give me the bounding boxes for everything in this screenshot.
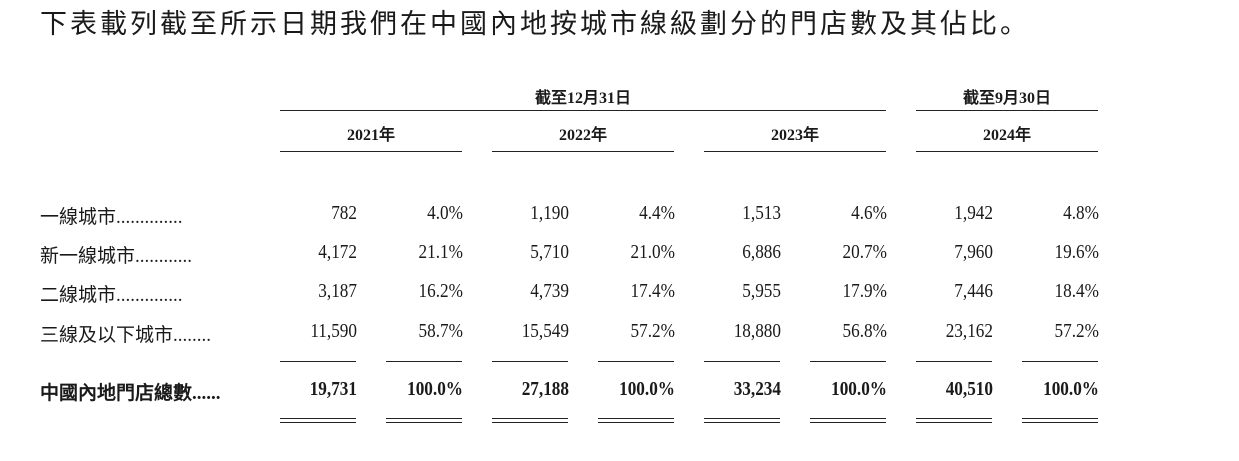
table-cell: 17.9% [842,280,887,302]
total-cell: 100.0% [831,378,887,400]
header-year-2024: 2024年 [982,127,1031,144]
subtotal-rule [598,361,674,362]
subtotal-rule [810,361,886,362]
table-cell: 56.8% [842,320,887,342]
total-cell: 27,188 [521,378,569,400]
header-year-2022: 2022年 [558,127,607,144]
header-year-2021-rule [280,151,462,152]
intro-text: 下表載列截至所示日期我們在中國內地按城市線級劃分的門店數及其佔比。 [40,9,1030,40]
table-cell: 5,955 [742,280,781,302]
table-cell: 4,172 [318,241,357,263]
header-group-december-rule [280,110,886,111]
table-cell: 21.1% [418,241,463,263]
total-double-rule [704,418,780,423]
table-cell: 21.0% [630,241,675,263]
table-cell: 57.2% [630,320,675,342]
total-double-rule [598,418,674,423]
row-label: 三線及以下城市........ [40,325,212,346]
header-year-2022-rule [492,151,674,152]
header-group-september-rule [916,110,1098,111]
table-cell: 17.4% [630,280,675,302]
header-group-september: 截至9月30日 [962,90,1051,107]
total-cell: 19,731 [309,378,357,400]
table-cell: 18,880 [733,320,781,342]
total-cell: 40,510 [945,378,993,400]
total-cell: 100.0% [407,378,463,400]
row-label: 一線城市.............. [40,207,183,228]
subtotal-rule [704,361,780,362]
table-cell: 4.4% [639,202,675,224]
total-row-label: 中國內地門店總數...... [40,383,221,404]
table-cell: 20.7% [842,241,887,263]
header-year-2023-rule [704,151,886,152]
table-cell: 5,710 [530,241,569,263]
subtotal-rule [492,361,568,362]
total-double-rule [810,418,886,423]
total-cell: 100.0% [1043,378,1099,400]
row-label: 二線城市.............. [40,285,183,306]
table-cell: 58.7% [418,320,463,342]
header-year-2024-rule [916,151,1098,152]
subtotal-rule [280,361,356,362]
row-label: 新一線城市............ [40,246,193,267]
total-double-rule [1022,418,1098,423]
table-cell: 23,162 [945,320,993,342]
table-cell: 19.6% [1054,241,1099,263]
subtotal-rule [1022,361,1098,362]
table-cell: 57.2% [1054,320,1099,342]
table-cell: 782 [331,202,357,224]
table-cell: 4.6% [851,202,887,224]
table-cell: 4.8% [1063,202,1099,224]
total-cell: 100.0% [619,378,675,400]
total-cell: 33,234 [733,378,781,400]
table-cell: 6,886 [742,241,781,263]
header-year-2023: 2023年 [770,127,819,144]
table-cell: 16.2% [418,280,463,302]
table-cell: 15,549 [521,320,569,342]
subtotal-rule [916,361,992,362]
table-cell: 3,187 [318,280,357,302]
header-group-december: 截至12月31日 [534,90,631,107]
subtotal-rule [386,361,462,362]
table-cell: 7,960 [954,241,993,263]
table-cell: 1,190 [530,202,569,224]
total-double-rule [916,418,992,423]
table-cell: 18.4% [1054,280,1099,302]
table-cell: 7,446 [954,280,993,302]
table-cell: 1,942 [954,202,993,224]
total-double-rule [386,418,462,423]
header-year-2021: 2021年 [346,127,395,144]
total-double-rule [492,418,568,423]
table-cell: 4.0% [427,202,463,224]
total-double-rule [280,418,356,423]
table-cell: 11,590 [310,320,357,342]
table-cell: 4,739 [530,280,569,302]
table-cell: 1,513 [742,202,781,224]
